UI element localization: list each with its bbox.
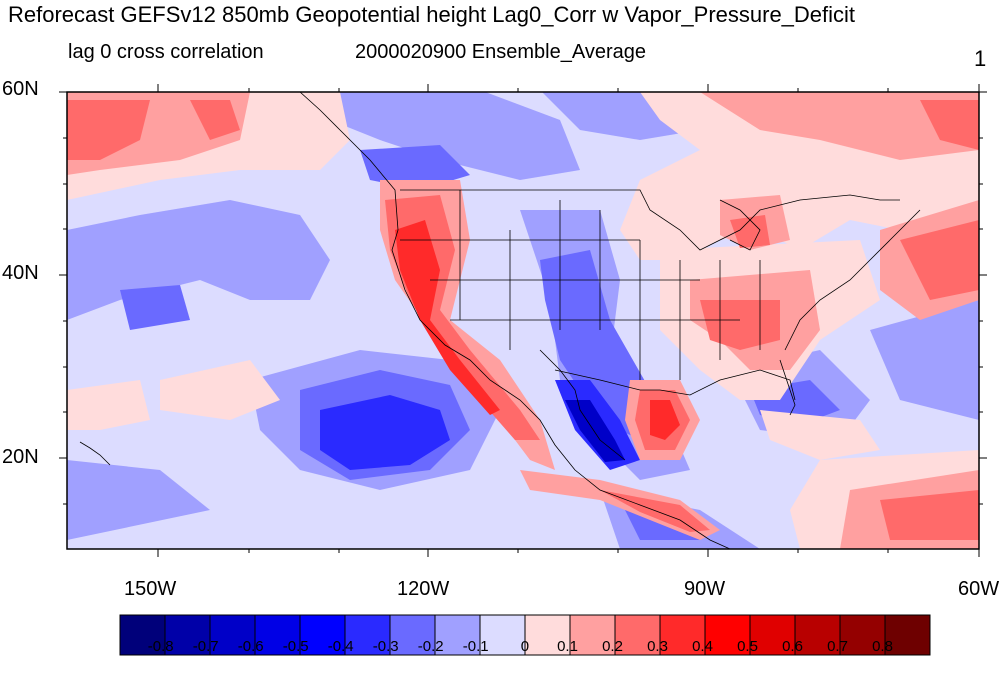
colorbar-label: 0.8	[872, 638, 893, 655]
colorbar-label: -0.4	[327, 638, 354, 655]
correlation-map	[59, 84, 987, 557]
colorbar-label: 0.5	[737, 638, 758, 655]
colorbar-swatch	[479, 614, 526, 656]
map-fill	[67, 92, 979, 549]
colorbar-swatch	[164, 614, 211, 656]
lat-label-40n: 40N	[2, 262, 39, 284]
colorbar-label: -0.1	[462, 638, 489, 655]
colorbar-swatch	[794, 614, 841, 656]
right-subtitle: 1	[974, 46, 987, 71]
center-subtitle: 2000020900 Ensemble_Average	[355, 41, 646, 63]
colorbar-label: 0.4	[692, 638, 713, 655]
colorbar-label: 0	[520, 638, 530, 655]
left-subtitle: lag 0 cross correlation	[68, 41, 264, 63]
map-title: Reforecast GEFSv12 850mb Geopotential he…	[8, 2, 856, 27]
colorbar-label: -0.3	[372, 638, 399, 655]
colorbar-swatch	[524, 614, 571, 656]
colorbar-label: 0.1	[557, 638, 578, 655]
colorbar-swatch	[434, 614, 481, 656]
colorbar-label: 0.6	[782, 638, 803, 655]
colorbar-swatch	[209, 614, 256, 656]
colorbar-swatch	[839, 614, 886, 656]
colorbar-swatch	[119, 614, 166, 656]
lon-label-60w: 60W	[958, 578, 1000, 600]
colorbar-label: -0.7	[192, 638, 219, 655]
colorbar-swatch	[344, 614, 391, 656]
lon-label-150w: 150W	[124, 578, 177, 600]
colorbar-swatch	[614, 614, 661, 656]
colorbar-label: -0.8	[147, 638, 174, 655]
colorbar-label: 0.2	[602, 638, 623, 655]
colorbar-swatch	[299, 614, 346, 656]
tick-marks	[59, 84, 987, 557]
coastlines	[79, 92, 921, 549]
colorbar-label: -0.2	[417, 638, 444, 655]
colorbar-swatch	[569, 614, 616, 656]
colorbar-label: -0.5	[282, 638, 309, 655]
colorbar-label: 0.3	[647, 638, 668, 655]
lat-label-20n: 20N	[2, 446, 39, 468]
colorbar-label: 0.7	[827, 638, 848, 655]
lon-label-90w: 90W	[684, 578, 726, 600]
lon-label-120w: 120W	[397, 578, 450, 600]
colorbar-swatch	[884, 614, 931, 656]
lat-label-60n: 60N	[2, 78, 39, 100]
colorbar-swatch	[704, 614, 751, 656]
colorbar-label: -0.6	[237, 638, 264, 655]
